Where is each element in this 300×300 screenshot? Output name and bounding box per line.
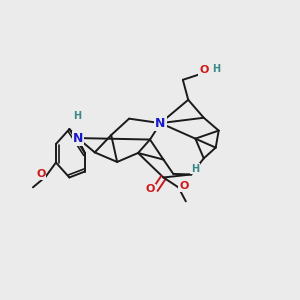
Text: N: N: [73, 132, 83, 145]
Text: O: O: [199, 65, 208, 75]
Text: O: O: [145, 184, 155, 194]
Text: H: H: [191, 164, 199, 173]
Text: O: O: [179, 181, 188, 191]
Text: H: H: [212, 64, 220, 74]
Text: H: H: [73, 111, 81, 121]
Text: N: N: [155, 117, 166, 130]
Text: O: O: [36, 169, 45, 179]
